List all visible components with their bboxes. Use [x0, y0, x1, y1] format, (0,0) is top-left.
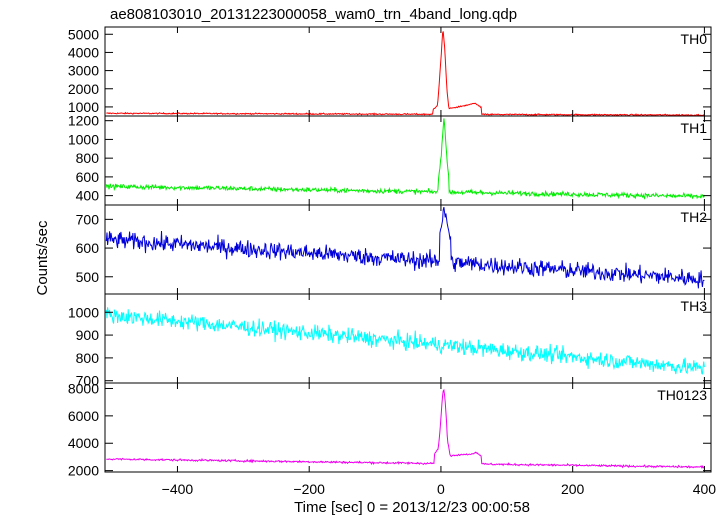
y-tick-label: 800	[76, 150, 100, 166]
series-line-th1	[105, 118, 705, 200]
panel-frame-th2	[104, 204, 712, 295]
panel-frame-th0	[104, 26, 712, 117]
y-tick-label: 3000	[68, 63, 99, 79]
y-tick-label: 1200	[68, 113, 99, 129]
x-tick-label: −400	[162, 481, 194, 497]
y-tick-label: 700	[76, 211, 100, 227]
y-tick-label: 1000	[68, 304, 99, 320]
x-tick-label: 200	[561, 481, 585, 497]
panel-label-th0123: TH0123	[657, 387, 707, 403]
series-line-th3	[105, 307, 705, 375]
panel-label-th1: TH1	[681, 120, 708, 136]
y-tick-label: 5000	[68, 26, 99, 42]
y-tick-label: 8000	[68, 380, 99, 396]
y-tick-label: 600	[76, 240, 100, 256]
x-tick-label: −200	[293, 481, 325, 497]
y-tick-label: 6000	[68, 408, 99, 424]
x-axis-label: Time [sec] 0 = 2013/12/23 00:00:58	[294, 499, 530, 516]
panel-label-th2: TH2	[681, 209, 708, 225]
y-tick-label: 4000	[68, 435, 99, 451]
series-line-th2	[105, 206, 705, 289]
y-tick-label: 800	[76, 350, 100, 366]
y-tick-label: 4000	[68, 44, 99, 60]
y-tick-label: 600	[76, 169, 100, 185]
x-tick-label: 400	[693, 481, 717, 497]
y-tick-label: 400	[76, 188, 100, 204]
series-line-th0	[106, 31, 705, 116]
x-tick-label: 0	[437, 481, 445, 497]
chart-title: ae808103010_20131223000058_wam0_trn_4ban…	[110, 6, 517, 23]
y-tick-label: 1000	[68, 99, 99, 115]
y-axis-label: Counts/sec	[34, 220, 51, 296]
panel-label-th3: TH3	[681, 298, 708, 314]
y-tick-label: 1000	[68, 131, 99, 147]
y-tick-label: 500	[76, 269, 100, 285]
y-tick-label: 2000	[68, 463, 99, 479]
panel-label-th0: TH0	[681, 31, 708, 47]
y-tick-label: 700	[76, 373, 100, 389]
panel-frame-th0123	[104, 382, 712, 473]
y-tick-label: 2000	[68, 81, 99, 97]
series-line-th0123	[106, 388, 705, 469]
y-tick-label: 900	[76, 327, 100, 343]
